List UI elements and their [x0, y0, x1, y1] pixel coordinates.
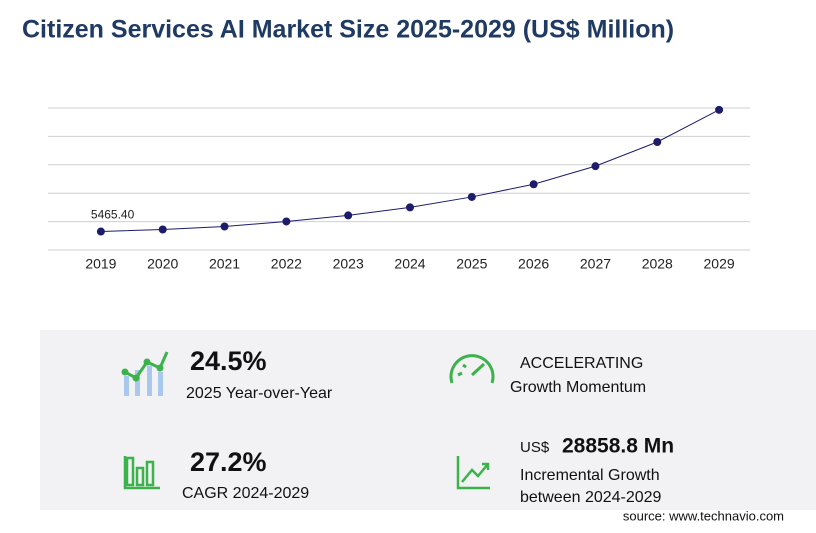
- data-point: [282, 217, 291, 226]
- data-point: [406, 203, 414, 212]
- icon-incremental: [456, 456, 490, 490]
- source: source: www.technavio.com: [623, 508, 784, 523]
- data-point: [591, 162, 600, 171]
- data-point: [715, 105, 724, 114]
- x-tick-label: 2019: [85, 256, 116, 272]
- data-point: [344, 211, 353, 220]
- data-point: [529, 180, 538, 189]
- stat-label: Incremental Growth: [520, 467, 660, 484]
- chart-title: Citizen Services AI Market Size 2025-202…: [22, 16, 674, 44]
- stat-prefix: US$: [520, 439, 550, 456]
- data-point: [467, 192, 476, 201]
- stat-value: 27.2%: [190, 447, 267, 477]
- stat-label: between 2024-2029: [520, 489, 662, 506]
- x-tick-label: 2022: [271, 256, 302, 272]
- data-point: [96, 227, 105, 236]
- stat-value: 24.5%: [190, 346, 267, 376]
- icon-gauge: [449, 354, 495, 384]
- data-label: 5465.40: [91, 208, 135, 222]
- data-point: [653, 138, 662, 147]
- x-tick-label: 2023: [333, 256, 364, 272]
- data-point: [220, 222, 229, 231]
- x-tick-label: 2026: [518, 256, 549, 272]
- x-tick-label: 2021: [209, 256, 240, 272]
- data-point: [158, 225, 167, 234]
- icon-cagr: [123, 456, 160, 490]
- stat-label: CAGR 2024-2029: [182, 485, 309, 502]
- stat-value: 28858.8 Mn: [562, 435, 674, 458]
- x-tick-label: 2029: [704, 256, 735, 272]
- x-tick-label: 2028: [642, 256, 673, 272]
- series-line: [100, 109, 720, 233]
- x-tick-label: 2025: [456, 256, 487, 272]
- x-tick-label: 2020: [147, 256, 178, 272]
- stat-label: 2025 Year-over-Year: [186, 385, 333, 402]
- x-tick-label: 2027: [580, 256, 611, 272]
- stat-value: ACCELERATING: [520, 355, 643, 372]
- stats-panel: [40, 330, 816, 510]
- x-tick-label: 2024: [394, 256, 425, 272]
- stat-label: Growth Momentum: [510, 379, 646, 396]
- icon-yoy: [121, 351, 169, 396]
- plot: 2019 2020 2021 2022 2023 2024 2025 2026 2027 2028…: [48, 105, 750, 272]
